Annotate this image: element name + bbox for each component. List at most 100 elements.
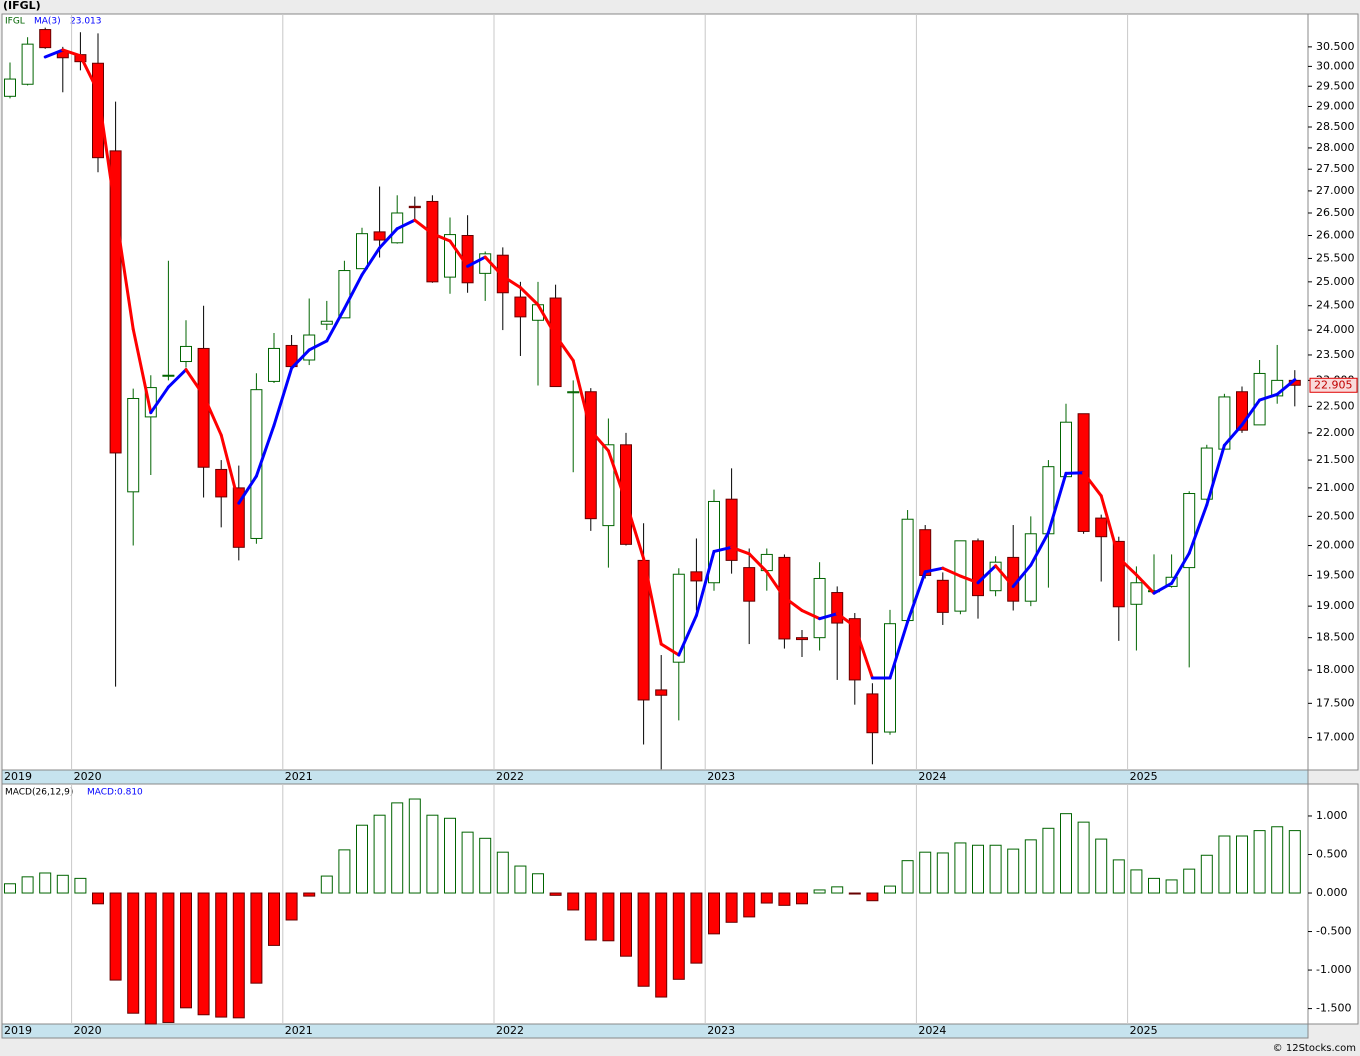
y-tick-label: 18.000: [1316, 663, 1355, 676]
candle-body: [373, 231, 386, 241]
macd-bar: [919, 851, 932, 894]
candle-body: [972, 540, 984, 597]
ma-segment: [307, 339, 329, 352]
candle-body: [356, 233, 368, 270]
y-tick-label: 27.000: [1316, 184, 1355, 197]
candle-body: [162, 374, 175, 377]
macd-bar: [866, 892, 879, 902]
ma-segment: [202, 393, 223, 437]
macd-bar: [1130, 869, 1143, 894]
y-tick-label: 22.500: [1316, 399, 1355, 412]
macd-bar: [461, 831, 474, 894]
candle-body: [92, 62, 104, 159]
candle-body: [725, 498, 738, 561]
y-tick-label: 21.000: [1316, 481, 1355, 494]
ma-label: MA(3): [34, 17, 61, 27]
ma-segment: [149, 385, 170, 415]
y-tick-label: 28.500: [1316, 120, 1355, 133]
candle-body: [232, 487, 245, 548]
macd-bar: [4, 883, 16, 894]
ma-segment: [413, 218, 434, 236]
ma-segment: [114, 211, 135, 331]
ma-segment: [43, 48, 65, 59]
candle-body: [1236, 391, 1248, 431]
candle-body: [620, 444, 632, 545]
y-tick-label: 18.500: [1316, 631, 1355, 644]
ma-segment: [818, 612, 839, 621]
candle-body: [813, 577, 826, 639]
chart-title: (IFGL): [3, 0, 41, 12]
symbol-label: IFGL: [5, 17, 25, 27]
macd-bar: [1183, 868, 1196, 894]
ma-segment: [184, 368, 206, 397]
candle-body: [127, 397, 140, 493]
macd-bar: [655, 892, 668, 998]
candle-body: [1095, 517, 1108, 538]
macd-bar: [1042, 827, 1055, 894]
candle-body: [444, 234, 456, 278]
y-tick-label: 29.000: [1316, 99, 1355, 112]
macd-bar: [1288, 830, 1301, 894]
macd-bar: [532, 873, 544, 894]
macd-bar: [144, 892, 157, 1025]
ma-segment: [712, 545, 734, 553]
macd-bar: [356, 824, 368, 894]
y-tick-label: 25.500: [1316, 251, 1355, 264]
x-tick-label: 2020: [74, 1024, 102, 1037]
y-tick-label: 27.500: [1316, 162, 1355, 175]
macd-axis: [1307, 783, 1359, 1025]
ma-segment: [342, 273, 364, 311]
macd-bar: [197, 892, 210, 1016]
y-tick-label: -0.500: [1316, 925, 1351, 938]
y-tick-label: 19.500: [1316, 568, 1355, 581]
ma-segment: [1029, 531, 1050, 567]
macd-bar: [936, 852, 949, 894]
candle-body: [338, 270, 351, 319]
ma-segment: [677, 614, 698, 657]
ma-segment: [730, 545, 751, 556]
candle-body: [21, 43, 34, 85]
macd-bar: [901, 860, 914, 894]
macd-bar: [74, 877, 87, 894]
ma-segment: [1099, 494, 1121, 560]
macd-bar: [338, 849, 351, 894]
candle-body: [584, 391, 597, 520]
ma-segment: [483, 255, 505, 278]
candle-body: [796, 637, 808, 641]
macd-bar: [285, 892, 298, 921]
ma-segment: [536, 303, 558, 338]
ma-segment: [237, 474, 258, 505]
macd-bar: [1077, 821, 1090, 894]
y-tick-label: 25.000: [1316, 275, 1355, 288]
ma-segment: [994, 564, 1015, 588]
x-tick-label: 2020: [74, 770, 102, 783]
ma-segment: [782, 595, 804, 613]
ma-segment: [131, 327, 153, 415]
ma-segment: [290, 348, 311, 370]
macd-bar: [162, 892, 175, 1023]
ma-segment: [61, 48, 82, 58]
macd-bar: [1060, 813, 1072, 894]
ma-segment: [642, 557, 663, 646]
macd-bar: [232, 892, 245, 1019]
macd-bar: [373, 814, 386, 894]
y-tick-label: 20.000: [1316, 539, 1355, 552]
ma-segment: [395, 218, 417, 231]
macd-bar: [884, 885, 896, 894]
y-tick-label: 23.500: [1316, 348, 1355, 361]
ma-segment: [1117, 556, 1138, 577]
ma-segment: [747, 552, 769, 574]
ma-segment: [518, 286, 540, 307]
macd-bar: [549, 892, 562, 896]
candle-body: [690, 571, 703, 582]
candle-body: [672, 573, 685, 663]
y-tick-label: 1.000: [1316, 809, 1348, 822]
macd-bar: [250, 892, 263, 984]
price-panel: [1, 13, 1309, 771]
macd-bar: [725, 892, 738, 923]
candle-body: [197, 347, 210, 468]
ma-segment: [466, 255, 487, 268]
macd-bar: [215, 892, 228, 1018]
candle-body: [109, 150, 122, 454]
ma-segment: [624, 500, 646, 561]
